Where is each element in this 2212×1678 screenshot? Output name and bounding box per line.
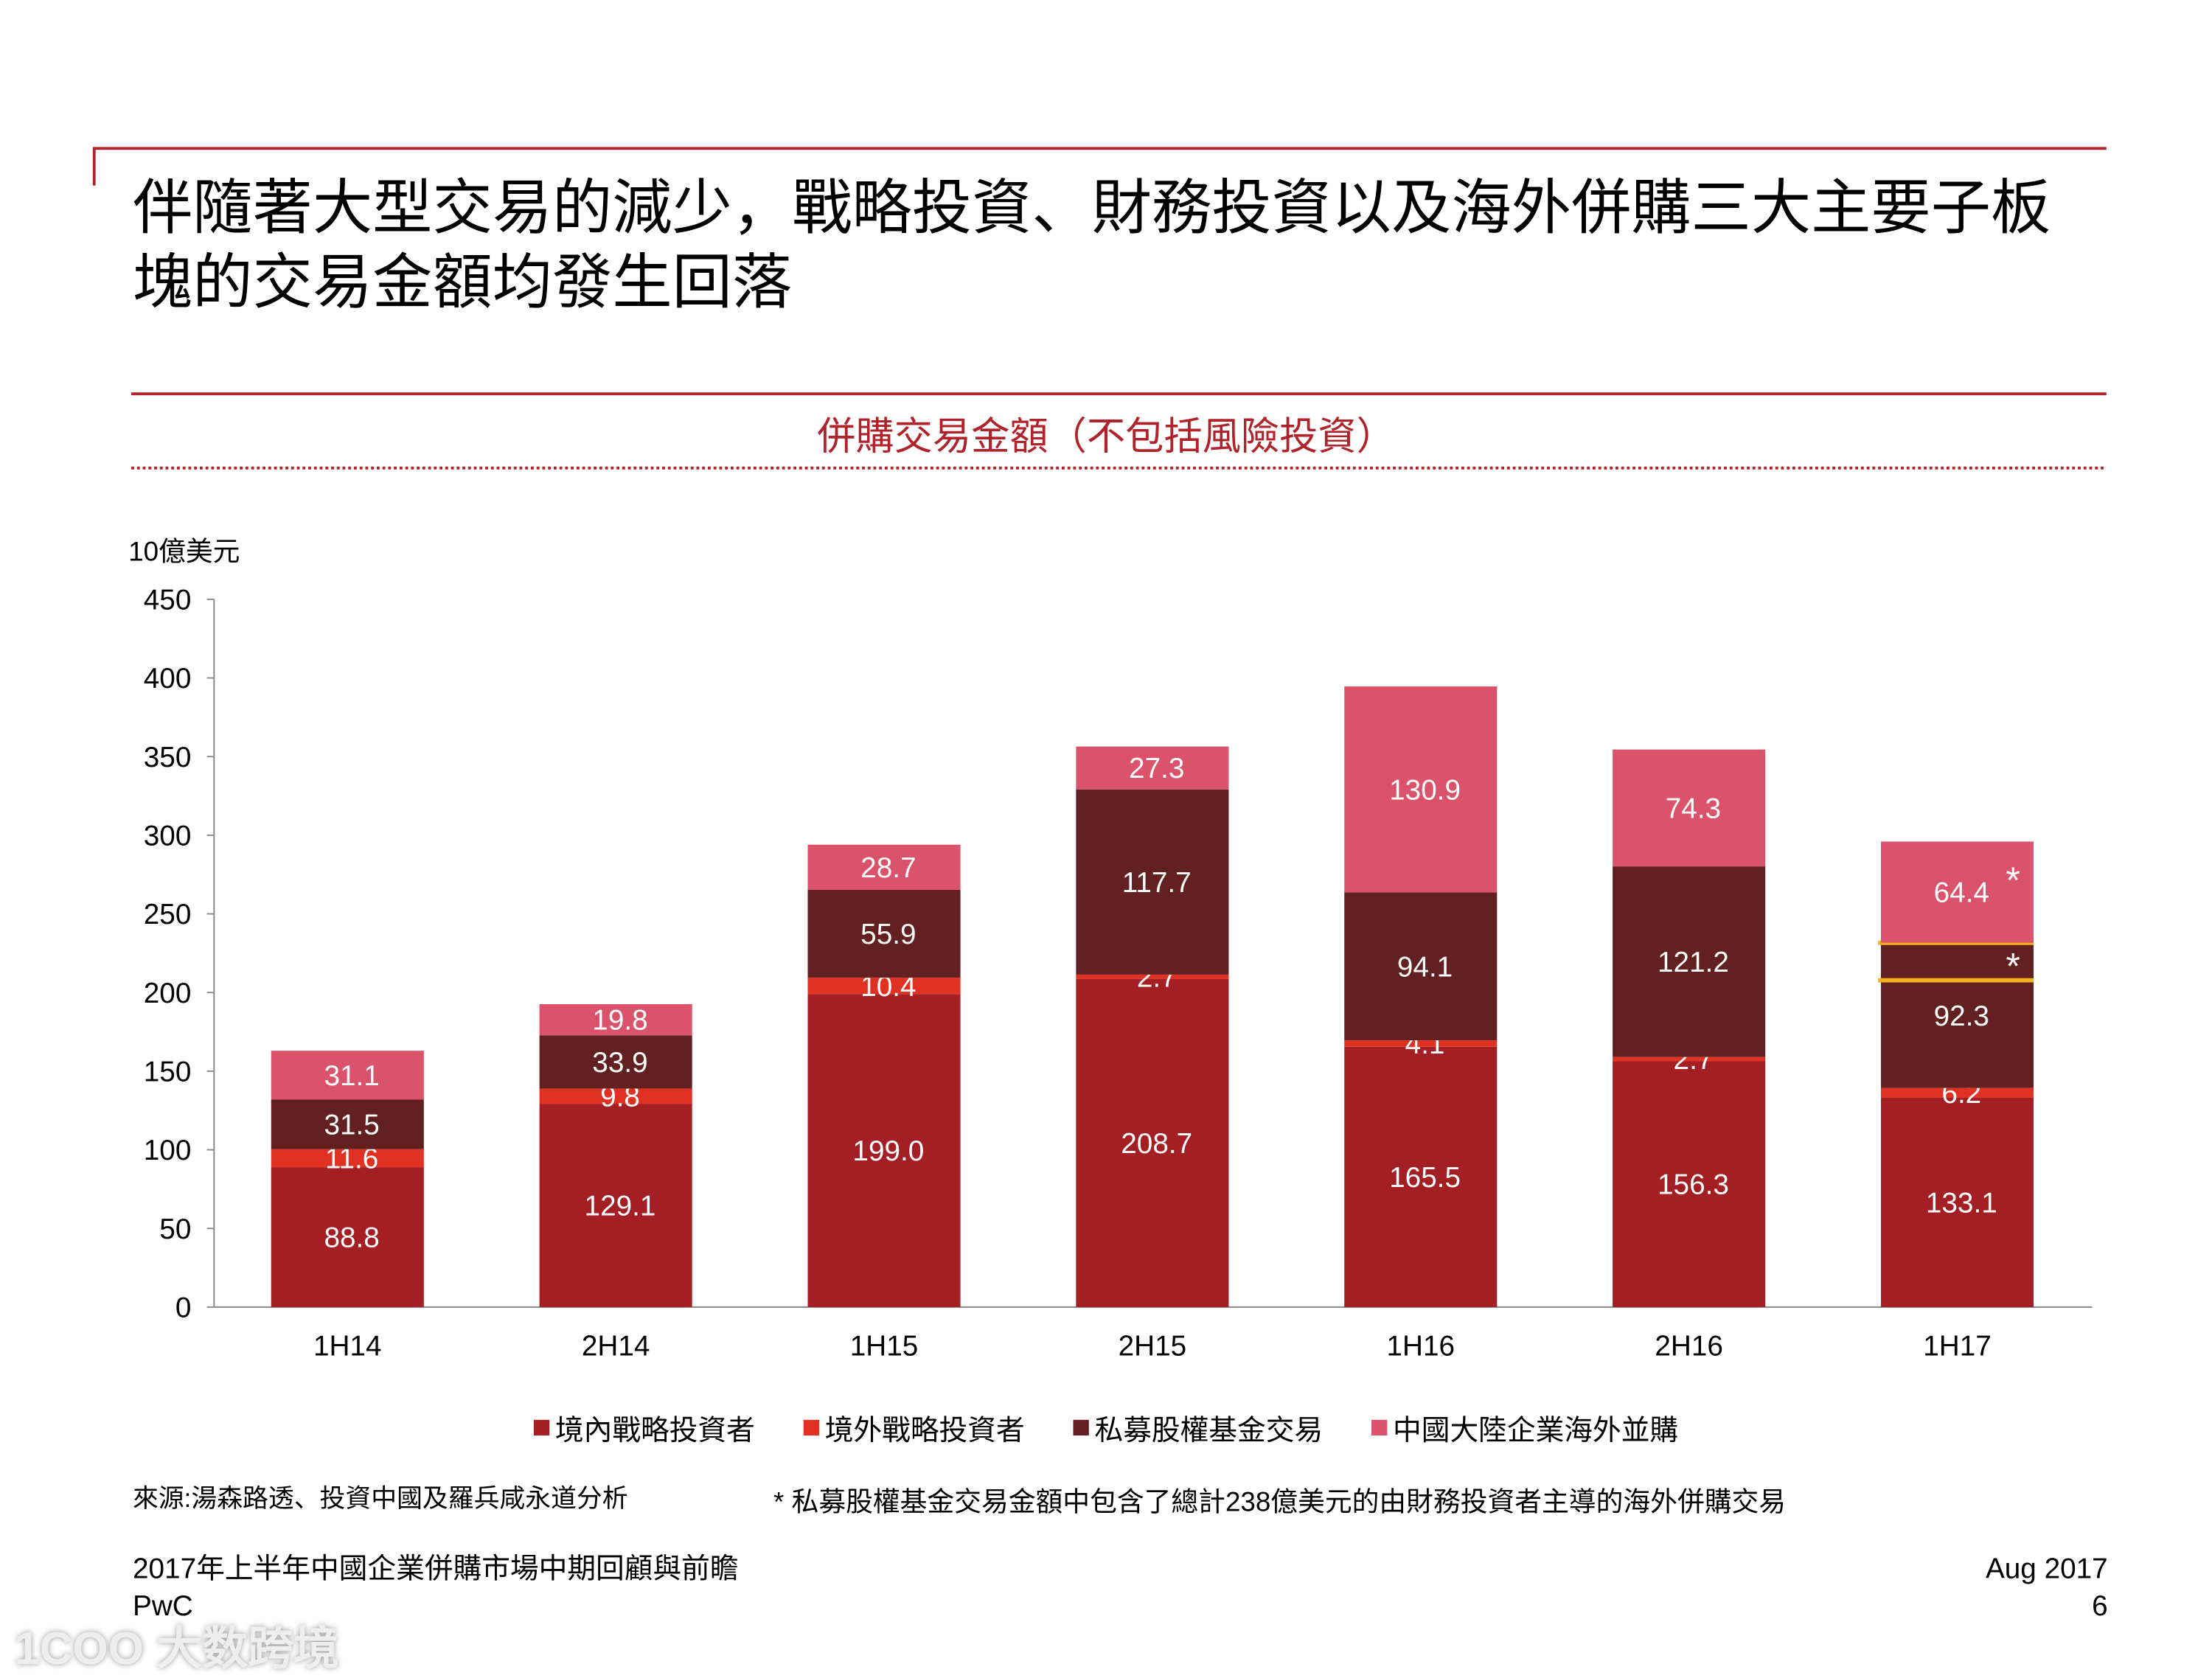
data-label: 121.2 [1658, 947, 1729, 978]
title-frame-line [92, 147, 2107, 186]
bar-segment [1880, 1087, 2034, 1098]
bar-segment [271, 1167, 424, 1307]
y-tick-label: 200 [144, 978, 192, 1009]
y-tick-label: 300 [144, 820, 192, 852]
asterisk-marker: * [2006, 944, 2020, 986]
legend-item: 中國大陸企業海外並購 [1371, 1407, 1678, 1448]
legend-swatch [533, 1419, 550, 1436]
y-tick-label: 0 [175, 1292, 192, 1323]
bar-segment [1344, 1046, 1498, 1307]
bar-segment [1613, 749, 1766, 867]
data-label: 74.3 [1666, 793, 1721, 824]
bar-segment [1880, 1097, 2034, 1307]
x-tick-label: 2H16 [1655, 1331, 1723, 1362]
legend-swatch [1073, 1419, 1089, 1436]
bar-segment [1344, 686, 1498, 893]
legend-label: 境內戰略投資者 [554, 1413, 755, 1447]
bar-segment [539, 1088, 692, 1104]
bar-segment [1613, 866, 1766, 1057]
legend-label: 境外戰略投資者 [824, 1413, 1025, 1447]
footer-left: 2017年上半年中國企業併購市場中期回顧與前瞻 PwC [133, 1551, 739, 1626]
bar-segment [271, 1099, 424, 1149]
bar-segment [1880, 942, 2034, 1088]
legend-label: 中國大陸企業海外並購 [1393, 1413, 1679, 1447]
source-text: 來源:湯森路透、投資中國及羅兵咸永道分析 [132, 1483, 628, 1513]
data-label: 199.0 [852, 1135, 924, 1167]
data-label: 64.4 [1934, 877, 1989, 909]
bar-segment [1076, 978, 1229, 1307]
legend-item: 境內戰略投資者 [533, 1407, 755, 1448]
legend-swatch [803, 1419, 819, 1436]
bar-segment [1344, 1040, 1498, 1047]
legend-label: 私募股權基金交易 [1094, 1413, 1324, 1447]
footer-right: Aug 2017 6 [1986, 1551, 2108, 1626]
y-tick-label: 350 [144, 742, 192, 773]
legend-swatch [1371, 1419, 1388, 1436]
footnote-text: * 私募股權基金交易金額中包含了總計238億美元的由財務投資者主導的海外併購交易 [773, 1488, 1787, 1519]
data-label: 19.8 [592, 1005, 647, 1037]
data-label: 88.8 [324, 1222, 379, 1254]
y-tick-label: 150 [144, 1056, 192, 1087]
date-label: Aug 2017 [1985, 1553, 2108, 1586]
data-label: 92.3 [1934, 1000, 1989, 1032]
bar-segment [539, 1004, 692, 1036]
data-label: 33.9 [592, 1047, 647, 1079]
y-tick-label: 100 [144, 1135, 192, 1166]
bar-segment [539, 1035, 692, 1089]
data-label: 117.7 [1122, 867, 1192, 899]
report-name: 2017年上半年中國企業併購市場中期回顧與前瞻 [132, 1553, 739, 1586]
x-tick-label: 1H16 [1387, 1331, 1455, 1362]
data-label: 208.7 [1121, 1128, 1192, 1160]
data-label: 31.1 [324, 1060, 379, 1092]
legend-item: 私募股權基金交易 [1073, 1407, 1323, 1448]
decor-lines [92, 147, 2107, 470]
data-label: 55.9 [860, 919, 916, 950]
asterisk-marker: * [2006, 859, 2020, 901]
x-tick-label: 2H14 [582, 1331, 650, 1362]
bar-segment [807, 978, 961, 995]
bar-segment [807, 889, 961, 978]
data-label: 28.7 [860, 852, 916, 884]
y-tick-label: 450 [144, 584, 192, 616]
bar-segment [1613, 1056, 1766, 1062]
bar-segment [271, 1149, 424, 1168]
bar-segment [1880, 841, 2034, 943]
bar-segment [807, 994, 961, 1307]
bar-segment [539, 1104, 692, 1307]
y-tick-label: 250 [144, 899, 192, 930]
y-axis-unit-label: 10億美元 [128, 537, 240, 568]
bar-segment [1076, 746, 1229, 790]
stacked-bar-chart: 0501001502002503003504004501H1488.811.63… [144, 584, 2093, 1362]
y-tick-label: 400 [144, 663, 192, 694]
bar-segment [1076, 974, 1229, 979]
data-label: 130.9 [1389, 774, 1461, 806]
data-label: 94.1 [1397, 951, 1453, 983]
data-label: 129.1 [585, 1191, 656, 1222]
page-number: 6 [2092, 1591, 2108, 1623]
bar-segment [1613, 1061, 1766, 1307]
data-label: 133.1 [1926, 1187, 1997, 1219]
legend: 境內戰略投資者 境外戰略投資者 私募股權基金交易 中國大陸企業海外並購 [0, 1407, 2212, 1448]
bar-segment [1076, 789, 1229, 975]
data-label: 165.5 [1389, 1162, 1461, 1194]
x-tick-label: 1H15 [850, 1331, 918, 1362]
company-name: PwC [132, 1591, 193, 1623]
watermark-logo: 1COO 大数跨境 [14, 1622, 339, 1674]
bar-segment [271, 1051, 424, 1100]
data-label: 27.3 [1129, 753, 1184, 784]
page-title: 伴隨著大型交易的減少，戰略投資、財務投資以及海外併購三大主要子板塊的交易金額均發… [132, 173, 2051, 317]
x-tick-label: 1H17 [1923, 1331, 1992, 1362]
y-tick-label: 50 [159, 1214, 191, 1245]
data-label: 156.3 [1658, 1169, 1729, 1201]
x-tick-label: 2H15 [1119, 1331, 1186, 1362]
data-label: 31.5 [324, 1110, 379, 1141]
chart-title: 併購交易金額（不包括風險投資） [817, 415, 1395, 460]
legend-item: 境外戰略投資者 [803, 1407, 1025, 1448]
bar-segment [1344, 892, 1498, 1041]
bar-segment [807, 844, 961, 890]
x-tick-label: 1H14 [313, 1331, 381, 1362]
